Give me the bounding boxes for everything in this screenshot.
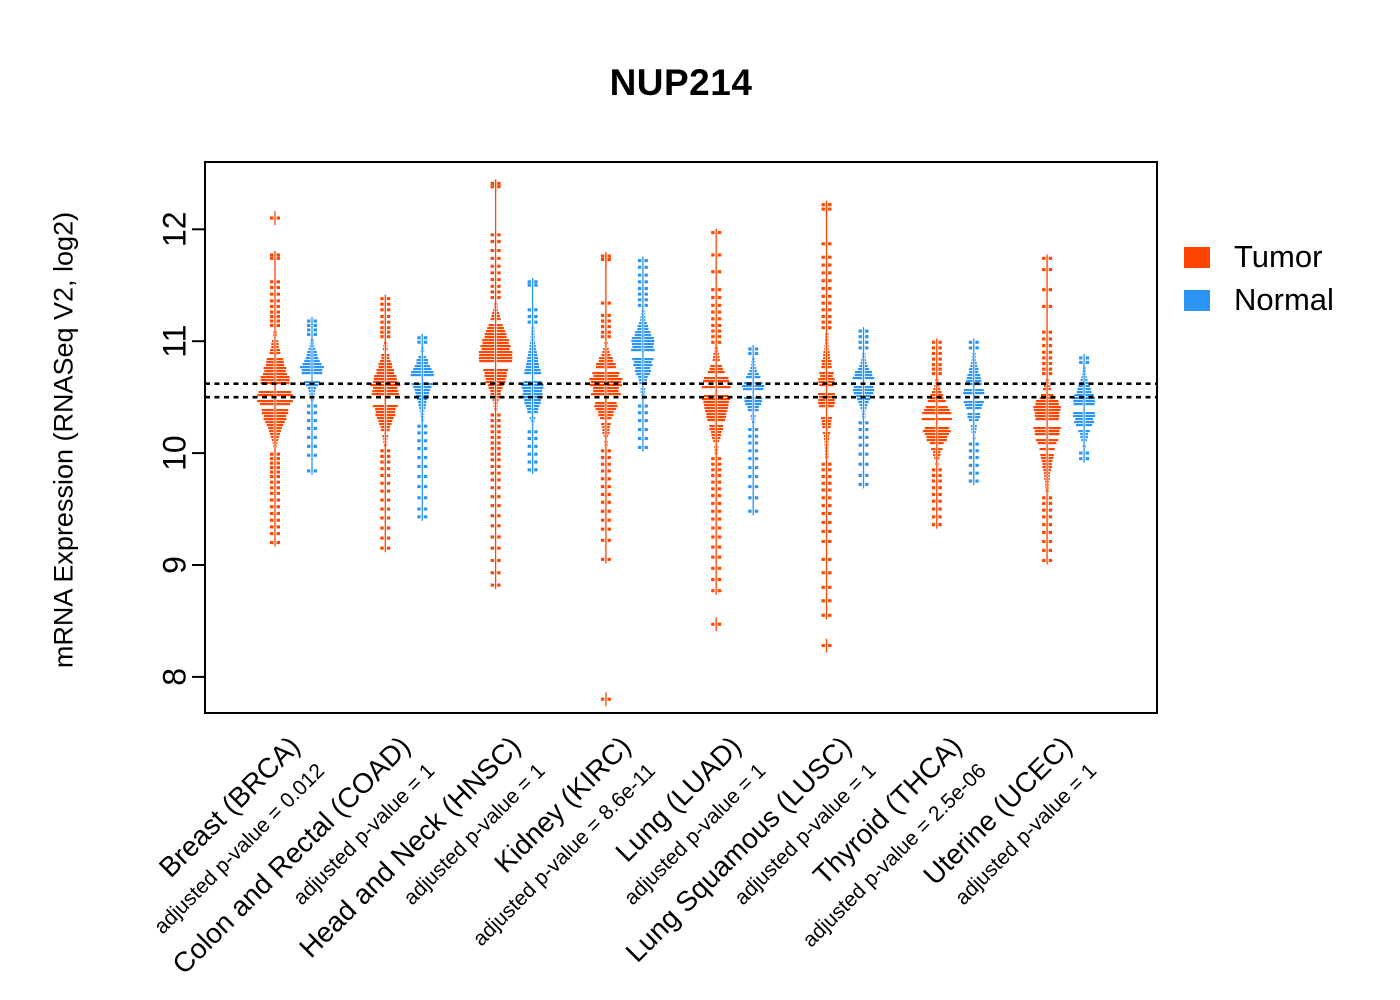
legend: Tumor Normal	[1184, 240, 1334, 326]
violin-normal-breast-brca	[299, 317, 325, 476]
legend-row-normal: Normal	[1184, 283, 1334, 317]
legend-label-tumor: Tumor	[1234, 239, 1323, 274]
violin-normal-lung-squamous-lusc	[852, 327, 875, 489]
normal-swatch-icon	[1184, 289, 1210, 311]
violin-tumor-colon-and-rectal-coad	[370, 294, 401, 553]
violin-tumor-lung-squamous-lusc	[818, 200, 835, 653]
violin-normal-head-and-neck-hnsc	[521, 277, 544, 474]
violin-normal-lung-luad	[742, 345, 765, 516]
violin-tumor-breast-brca	[257, 211, 293, 547]
y-tick-label-12: 12	[156, 212, 192, 248]
tumor-swatch-icon	[1184, 246, 1210, 268]
y-tick-label-11: 11	[156, 325, 192, 358]
violin-tumor-kidney-kirc	[589, 252, 623, 707]
violin-normal-thyroid-thca	[963, 338, 985, 486]
violin-tumor-thyroid-thca	[921, 338, 952, 529]
violin-tumor-lung-luad	[701, 228, 731, 632]
legend-row-tumor: Tumor	[1184, 240, 1334, 274]
violin-normal-kidney-kirc	[631, 256, 655, 452]
violin-normal-uterine-ucec	[1073, 353, 1096, 463]
y-tick-label-10: 10	[156, 435, 192, 471]
violin-tumor-uterine-ucec	[1033, 254, 1061, 565]
legend-label-normal: Normal	[1234, 282, 1334, 317]
y-tick-label-9: 9	[156, 556, 192, 574]
violin-tumor-head-and-neck-hnsc	[478, 179, 513, 590]
violin-normal-colon-and-rectal-coad	[410, 333, 434, 521]
chart-title: NUP214	[609, 62, 753, 103]
plot-border	[204, 161, 1158, 714]
y-tick-label-8: 8	[156, 668, 192, 686]
